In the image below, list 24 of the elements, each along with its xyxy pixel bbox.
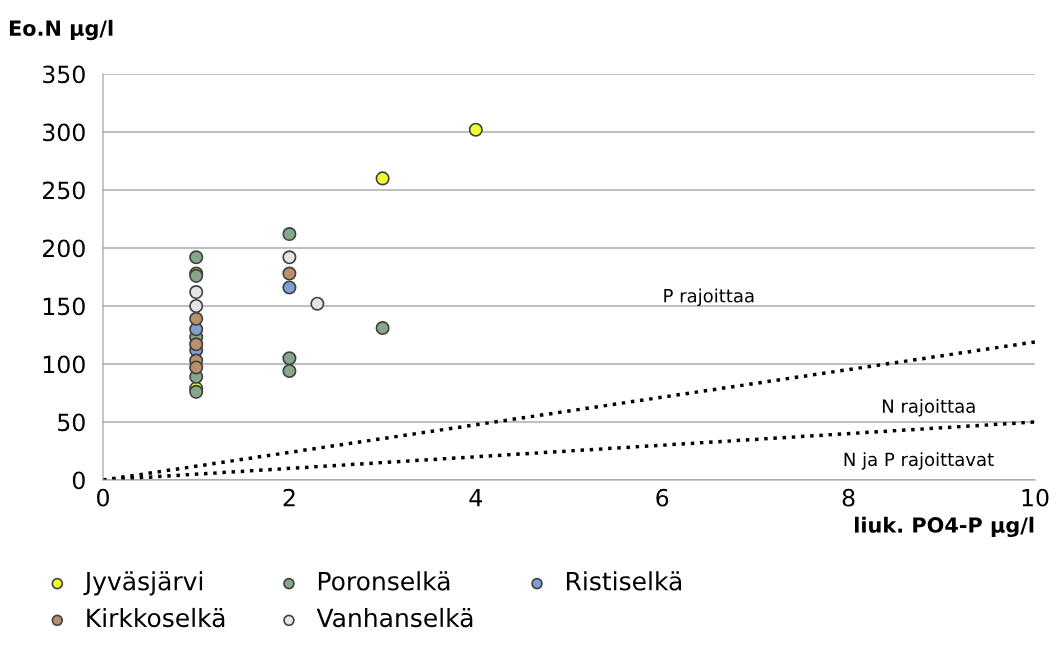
x-tick-label: 6	[656, 488, 669, 507]
legend-label: Poronselkä	[318, 571, 450, 591]
y-axis-title: Eo.N µg/l	[9, 19, 113, 41]
x-tick-label: 0	[97, 488, 109, 507]
x-tick-label: 4	[469, 489, 482, 507]
y-tick-label: 200	[43, 239, 85, 258]
annotation: N ja P rajoittavat	[844, 452, 994, 470]
y-tick-label: 300	[43, 123, 85, 142]
x-tick-label: 2	[283, 488, 295, 507]
annotation: P rajoittaa	[664, 288, 754, 307]
x-axis-title: liuk. PO4-P µg/l	[854, 516, 1034, 538]
legend-label: Jyväsjärvi	[83, 571, 203, 596]
y-tick-label: 150	[43, 297, 85, 316]
y-tick-label: 250	[43, 181, 85, 200]
x-tick-label: 10	[1022, 488, 1049, 507]
legend-label: Vanhanselkä	[316, 607, 473, 628]
y-tick-label: 50	[58, 413, 85, 432]
y-tick-label: 350	[43, 65, 85, 84]
x-tick-label: 8	[842, 488, 855, 507]
y-tick-label: 100	[43, 355, 85, 374]
legend-label: Kirkkoselkä	[87, 607, 225, 628]
y-tick-label: 0	[72, 471, 85, 490]
annotation: N rajoittaa	[882, 398, 975, 417]
legend-label: Ristiselkä	[566, 571, 682, 591]
